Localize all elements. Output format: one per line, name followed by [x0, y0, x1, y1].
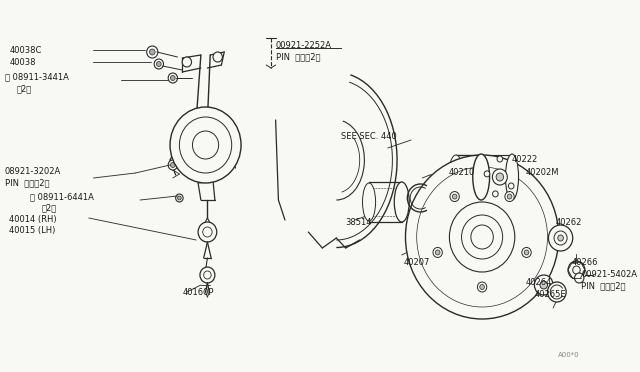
Text: 40262: 40262: [556, 218, 582, 227]
Circle shape: [524, 250, 529, 255]
Circle shape: [477, 282, 487, 292]
Text: 40038C: 40038C: [10, 46, 42, 55]
Circle shape: [450, 192, 460, 202]
Text: 40014 (RH): 40014 (RH): [10, 215, 57, 224]
Circle shape: [540, 281, 547, 289]
Text: 40222: 40222: [512, 155, 538, 164]
Text: A00*0: A00*0: [557, 352, 579, 358]
Circle shape: [170, 163, 175, 167]
Text: ⓝ 08911-6441A: ⓝ 08911-6441A: [30, 192, 94, 201]
Circle shape: [573, 266, 580, 274]
Text: SEE SEC. 440: SEE SEC. 440: [341, 132, 397, 141]
Circle shape: [493, 191, 498, 197]
Ellipse shape: [473, 154, 490, 200]
Ellipse shape: [449, 155, 463, 199]
Circle shape: [204, 271, 211, 279]
Text: 40264: 40264: [526, 278, 552, 287]
Circle shape: [548, 225, 573, 251]
Text: 08921-3202A: 08921-3202A: [4, 167, 61, 176]
Circle shape: [179, 117, 232, 173]
Circle shape: [150, 49, 155, 55]
Circle shape: [417, 167, 547, 307]
Circle shape: [522, 247, 531, 257]
Circle shape: [182, 57, 191, 67]
Text: 38514: 38514: [346, 218, 372, 227]
Text: PIN  ピン（2）: PIN ピン（2）: [276, 52, 320, 61]
Circle shape: [168, 73, 177, 83]
Circle shape: [198, 222, 217, 242]
Circle shape: [154, 59, 163, 69]
Circle shape: [433, 247, 442, 257]
Circle shape: [175, 194, 183, 202]
Text: 40207: 40207: [404, 258, 430, 267]
Text: 00921-5402A: 00921-5402A: [581, 270, 637, 279]
Circle shape: [449, 202, 515, 272]
Circle shape: [492, 169, 508, 185]
Circle shape: [168, 160, 177, 170]
Text: ⓝ 08911-3441A: ⓝ 08911-3441A: [4, 72, 68, 81]
Text: 00921-2252A: 00921-2252A: [276, 41, 332, 50]
Text: 40202M: 40202M: [526, 168, 559, 177]
Circle shape: [452, 194, 457, 199]
Circle shape: [505, 192, 514, 202]
Circle shape: [554, 231, 567, 245]
Circle shape: [471, 225, 493, 249]
Circle shape: [406, 155, 559, 319]
Circle shape: [497, 156, 502, 162]
Circle shape: [480, 285, 484, 289]
Circle shape: [200, 267, 215, 283]
Text: 40265E: 40265E: [534, 290, 566, 299]
Text: 40160P: 40160P: [182, 288, 214, 297]
Text: 40038: 40038: [10, 58, 36, 67]
Ellipse shape: [362, 183, 376, 221]
Circle shape: [203, 227, 212, 237]
Circle shape: [193, 131, 219, 159]
Circle shape: [177, 196, 181, 200]
Text: 40266: 40266: [572, 258, 598, 267]
Circle shape: [568, 261, 585, 279]
Circle shape: [213, 52, 222, 62]
Circle shape: [547, 282, 566, 302]
Text: PIN  ピン（2）: PIN ピン（2）: [4, 178, 49, 187]
Ellipse shape: [506, 154, 518, 200]
Circle shape: [435, 250, 440, 255]
Circle shape: [558, 235, 563, 241]
Circle shape: [170, 76, 175, 80]
Circle shape: [575, 273, 584, 283]
Circle shape: [484, 171, 490, 177]
Circle shape: [147, 46, 158, 58]
Text: PIN  ピン（2）: PIN ピン（2）: [581, 281, 626, 290]
Circle shape: [508, 194, 512, 199]
Text: 40015 (LH): 40015 (LH): [10, 226, 56, 235]
Text: （2）: （2）: [42, 203, 58, 212]
Text: 40210: 40210: [449, 168, 475, 177]
Circle shape: [496, 173, 504, 181]
Circle shape: [157, 61, 161, 67]
Text: （2）: （2）: [17, 84, 32, 93]
Ellipse shape: [394, 182, 409, 222]
Circle shape: [461, 215, 502, 259]
Circle shape: [170, 107, 241, 183]
Circle shape: [508, 183, 514, 189]
Circle shape: [534, 275, 553, 295]
